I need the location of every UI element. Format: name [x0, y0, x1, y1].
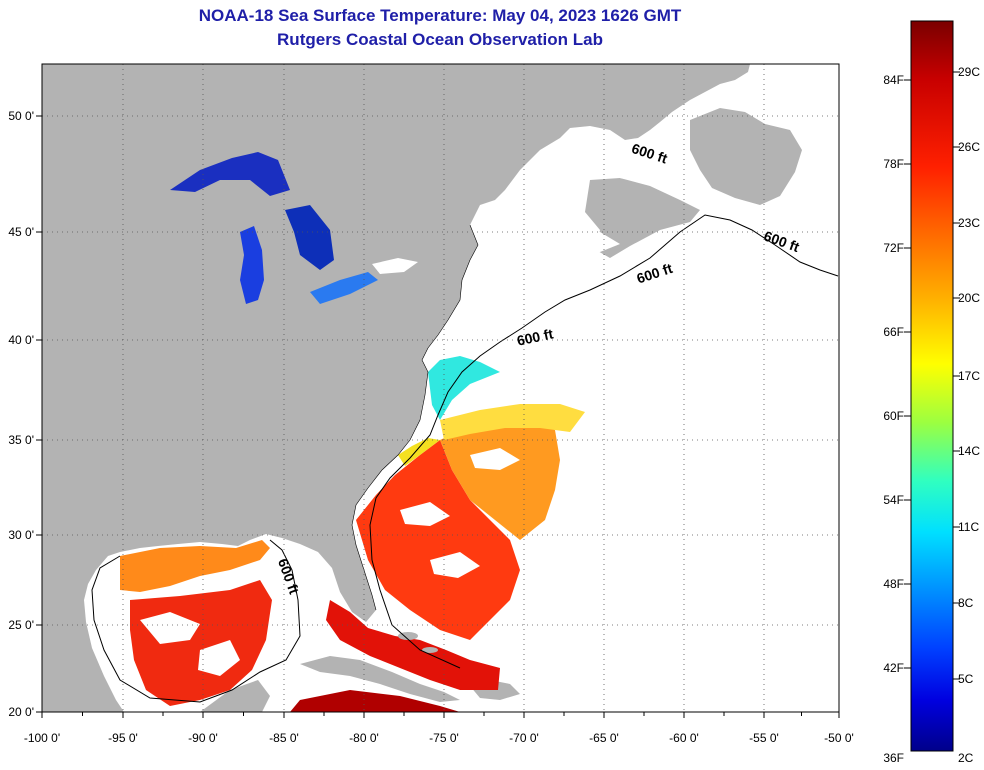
lat-tick-label: 35 0' — [8, 433, 34, 447]
lon-tick-label: -55 0' — [749, 731, 779, 745]
colorbar-c-label: 8C — [958, 596, 974, 610]
lake-huron — [285, 205, 334, 270]
lake-erie — [310, 272, 378, 304]
colorbar-c-label: 11C — [958, 520, 979, 534]
colorbar-f-label: 66F — [883, 325, 904, 339]
sst-gulf-orange — [120, 540, 270, 592]
lon-tick-label: -85 0' — [269, 731, 299, 745]
map-border — [41, 63, 840, 713]
sst-midatlantic-cyan — [428, 356, 500, 420]
lon-tick-label: -50 0' — [824, 731, 854, 745]
land-cuba — [300, 656, 460, 702]
colorbar-c-label: 17C — [958, 369, 980, 383]
colorbar-gradient — [910, 20, 954, 752]
colorbar-f-label: 54F — [883, 493, 904, 507]
colorbar-f-label: 72F — [883, 241, 904, 255]
lon-tick-label: -75 0' — [429, 731, 459, 745]
land-yucatan — [200, 680, 270, 712]
sst-gulf-red — [130, 580, 272, 706]
sst-florida-straits — [326, 600, 500, 690]
colorbar-f-label: 60F — [883, 409, 904, 423]
lon-tick-label: -60 0' — [669, 731, 699, 745]
lon-tick-label: -70 0' — [509, 731, 539, 745]
colorbar-c-label: 2C — [958, 751, 974, 765]
colorbar-c-label: 20C — [958, 291, 980, 305]
land-newfoundland — [690, 108, 802, 205]
lon-tick-label: -100 0' — [24, 731, 60, 745]
depth-contour-600ft — [91, 214, 839, 703]
lat-tick-label: 20 0' — [8, 705, 34, 719]
longitude-axis: -100 0' -95 0' -90 0' -85 0' -80 0' -75 0' -70… — [24, 712, 854, 745]
latitude-axis: 50 0' 45 0' 40 0' 35 0' 30 0' 25 0' 20 0' — [8, 109, 42, 719]
sst-atlantic-yellow — [440, 404, 585, 440]
sst-atlantic-red — [356, 440, 520, 640]
sst-caribbean — [290, 690, 460, 712]
lat-tick-label: 45 0' — [8, 225, 34, 239]
lat-tick-label: 30 0' — [8, 528, 34, 542]
colorbar-c-label: 14C — [958, 444, 980, 458]
lake-ontario — [372, 258, 418, 274]
colorbar-f-label: 36F — [883, 751, 904, 765]
lake-superior — [170, 152, 290, 196]
colorbar-f-label: 48F — [883, 577, 904, 591]
colorbar-fahrenheit-labels: 84F 78F 72F 66F 60F 54F 48F 42F 36F — [883, 73, 911, 765]
colorbar-f-label: 78F — [883, 157, 904, 171]
graticule — [42, 64, 839, 712]
colorbar-celsius-labels: 29C 26C 23C 20C 17C 14C 11C 8C 5C 2C — [953, 65, 980, 765]
colorbar-f-label: 84F — [883, 73, 904, 87]
colorbar-c-label: 26C — [958, 140, 980, 154]
land-maritimes — [585, 178, 700, 258]
lon-tick-label: -90 0' — [188, 731, 218, 745]
colorbar-c-label: 29C — [958, 65, 980, 79]
land-north-america — [42, 64, 750, 712]
map-title: NOAA-18 Sea Surface Temperature: May 04,… — [198, 6, 682, 25]
lat-tick-label: 25 0' — [8, 618, 34, 632]
lon-tick-label: -95 0' — [108, 731, 138, 745]
lake-michigan — [240, 226, 264, 304]
lon-tick-label: -65 0' — [589, 731, 619, 745]
lat-tick-label: 40 0' — [8, 333, 34, 347]
contour-label: 600 ft — [515, 325, 554, 348]
lon-tick-label: -80 0' — [349, 731, 379, 745]
colorbar-c-label: 5C — [958, 672, 974, 686]
map-subtitle: Rutgers Coastal Ocean Observation Lab — [277, 30, 603, 49]
lat-tick-label: 50 0' — [8, 109, 34, 123]
sst-atlantic-orange — [440, 418, 560, 540]
colorbar-f-label: 42F — [883, 661, 904, 675]
colorbar-c-label: 23C — [958, 216, 980, 230]
